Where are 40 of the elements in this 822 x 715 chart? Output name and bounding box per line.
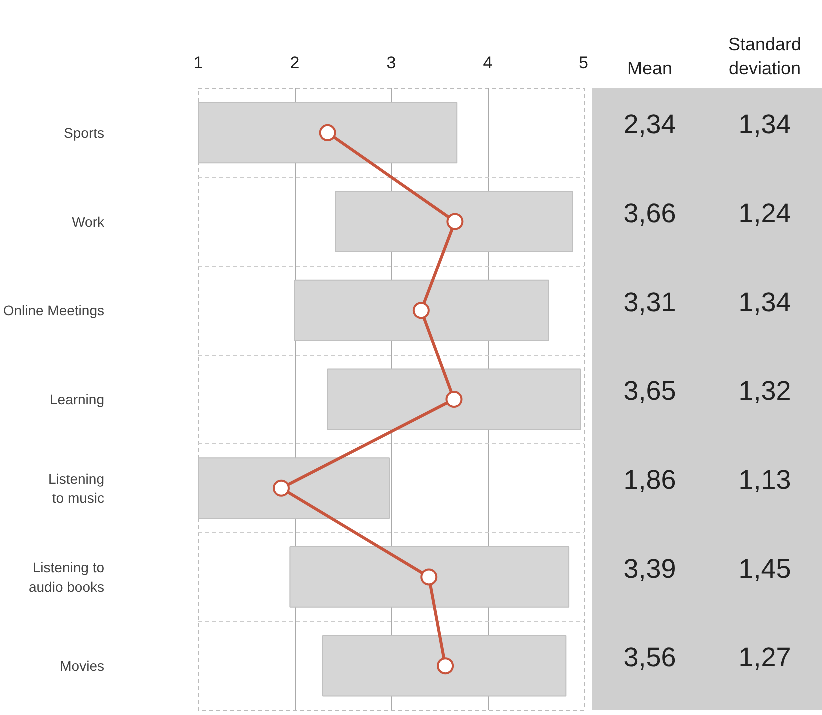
x-tick-label: 5 [579,54,589,72]
y-tick-label: Listening to audio books [28,560,105,595]
bar [335,191,574,252]
category-label: Standard deviation [728,34,802,78]
x-tick-label: 4 [483,54,493,72]
text: 1,24 [738,198,792,228]
text: 1,32 [738,376,792,406]
point [272,480,290,497]
bar [322,635,567,697]
text: 2,34 [624,110,676,140]
point [446,213,464,230]
text: 1,34 [738,287,792,318]
y-tick-label: Listening to music [48,470,105,506]
bar [290,546,570,608]
y-tick-label: Learning [50,392,105,408]
text: 1,45 [738,554,792,584]
x-tick-label: 2 [290,54,300,72]
bar [294,280,550,342]
point [420,568,438,586]
text: 3,31 [624,287,676,318]
text: 3,65 [624,376,676,406]
text: 1,34 [738,110,792,140]
bar [327,368,582,430]
point [412,302,430,320]
point [446,391,463,408]
text: 3,56 [624,642,676,673]
y-tick-label: Work [72,214,106,230]
text: 1,27 [738,642,792,673]
text: 1,86 [624,464,676,495]
y-tick-label: Online Meetings [3,302,105,319]
x-tick-label: 3 [386,54,396,72]
y-tick-label: Sports [64,124,105,141]
x-tick-label: 1 [194,54,204,72]
text: 1,13 [738,464,792,495]
category-label: Mean [627,58,673,78]
text: 3,39 [624,554,676,584]
point [437,658,454,675]
point [319,124,336,142]
y-tick-label: Movies [60,658,105,674]
text: 3,66 [624,198,676,228]
